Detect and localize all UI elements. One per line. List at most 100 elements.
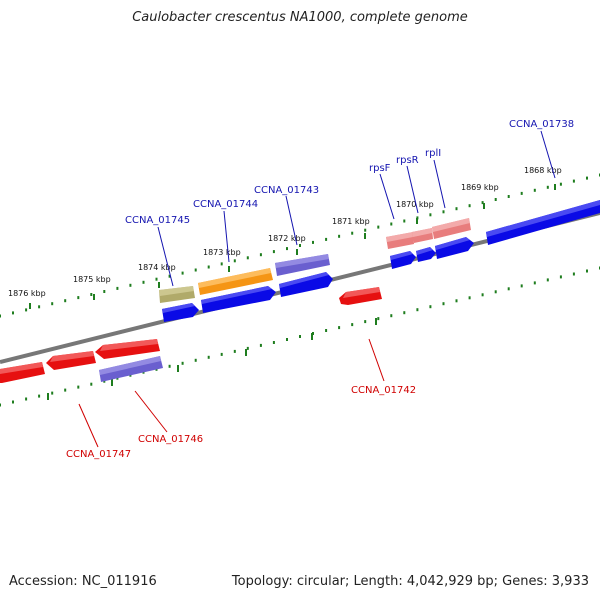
- gene-label-ccna-01742[interactable]: CCNA_01742: [351, 385, 416, 396]
- kbp-tick-minor: [559, 182, 562, 186]
- gene-label-rpsr[interactable]: rpsR: [396, 155, 419, 166]
- kbp-tick-minor: [468, 204, 471, 208]
- kbp-label: 1873 kbp: [203, 248, 241, 257]
- kbp-tick-minor: [259, 343, 262, 347]
- kbp-tick-minor: [194, 358, 197, 362]
- kbp-tick-minor: [207, 265, 210, 269]
- kbp-tick-minor: [325, 329, 328, 332]
- kbp-tick-minor: [507, 287, 510, 291]
- kbp-tick-minor: [51, 391, 54, 395]
- kbp-tick-minor: [181, 361, 184, 365]
- leader-rpsf: [379, 173, 395, 220]
- kbp-tick-minor: [572, 179, 575, 183]
- leader-rpsr: [406, 165, 419, 214]
- kbp-tick-minor: [246, 346, 249, 350]
- kbp-tick-minor: [77, 385, 80, 389]
- kbp-tick-minor: [377, 317, 380, 321]
- kbp-tick-minor: [129, 283, 132, 287]
- kbp-tick-minor: [559, 275, 562, 279]
- kbp-label: 1876 kbp: [8, 289, 46, 298]
- kbp-tick-minor: [38, 305, 41, 309]
- kbp-tick-minor: [272, 250, 275, 254]
- bottom-strand-genes: [0, 287, 382, 383]
- kbp-tick-minor: [220, 262, 223, 266]
- gene-label-rpsf[interactable]: rpsF: [369, 163, 391, 174]
- kbp-tick-minor: [0, 314, 1, 318]
- bottom-leader-lines: [78, 338, 385, 448]
- kbp-tick-minor: [533, 281, 536, 285]
- kbp-tick-minor: [429, 305, 432, 309]
- kbp-tick-minor: [494, 198, 497, 201]
- kbp-label: 1871 kbp: [332, 217, 370, 226]
- accession-text: Accession: NC_011916: [9, 574, 157, 589]
- kbp-tick-minor: [12, 400, 14, 404]
- gene-label-ccna-01738[interactable]: CCNA_01738: [509, 119, 574, 130]
- kbp-tick-minor: [116, 286, 119, 290]
- kbp-tick-minor: [12, 311, 14, 315]
- kbp-tick-minor: [77, 296, 80, 300]
- leader-ccna-01743: [285, 195, 298, 246]
- kbp-tick-minor: [25, 308, 28, 312]
- kbp-tick-minor: [286, 338, 288, 341]
- outer-kbp-track: [0, 173, 600, 318]
- gene-label-ccna-01746[interactable]: CCNA_01746: [138, 434, 203, 445]
- kbp-tick-minor: [259, 253, 262, 257]
- kbp-tick-minor: [442, 302, 445, 306]
- kbp-tick-minor: [455, 299, 458, 303]
- kbp-tick-minor: [90, 382, 93, 386]
- kbp-tick-minor: [520, 284, 523, 288]
- kbp-tick-minor: [507, 195, 510, 198]
- kbp-tick-minor: [168, 274, 171, 278]
- gene-label-rpli[interactable]: rplI: [425, 148, 441, 159]
- gene-label-ccna-01744[interactable]: CCNA_01744: [193, 199, 258, 210]
- kbp-tick-minor: [351, 231, 354, 235]
- top-leader-lines: [157, 130, 556, 287]
- kbp-tick-minor: [181, 271, 184, 275]
- kbp-tick-minor: [468, 296, 471, 300]
- gene-arrow-ccna-01743[interactable]: [279, 272, 333, 297]
- kbp-tick-minor: [64, 388, 67, 392]
- kbp-tick-minor: [246, 256, 249, 260]
- kbp-tick-minor: [338, 234, 341, 238]
- gene-label-ccna-01747[interactable]: CCNA_01747: [66, 449, 131, 460]
- kbp-tick-minor: [207, 355, 210, 359]
- kbp-tick-minor: [168, 364, 171, 368]
- kbp-tick-minor: [90, 293, 93, 296]
- kbp-tick-minor: [377, 225, 380, 229]
- gene-label-ccna-01745[interactable]: CCNA_01745: [125, 215, 190, 226]
- leader-rpli: [433, 159, 446, 209]
- kbp-tick-minor: [233, 349, 236, 353]
- kbp-tick-minor: [286, 247, 288, 251]
- kbp-tick-minor: [155, 277, 158, 281]
- gene-arrow-rpli[interactable]: [435, 237, 474, 259]
- kbp-tick-minor: [25, 397, 28, 401]
- kbp-tick-minor: [586, 269, 588, 273]
- gene-arrow-ccna-01744[interactable]: [201, 286, 276, 313]
- kbp-tick-minor: [494, 290, 497, 294]
- leader-ccna-01746: [134, 390, 168, 433]
- kbp-label: 1870 kbp: [396, 200, 434, 209]
- kbp-tick-minor: [299, 244, 301, 247]
- leader-ccna-01747: [78, 403, 99, 448]
- kbp-tick-minor: [0, 403, 1, 407]
- kbp-tick-minor: [403, 311, 406, 315]
- kbp-tick-minor: [272, 341, 275, 344]
- kbp-tick-minor: [38, 394, 41, 398]
- leader-ccna-01745: [157, 226, 174, 287]
- top-strand-genes: [162, 200, 600, 322]
- kbp-tick-minor: [51, 302, 54, 306]
- kbp-tick-minor: [103, 290, 106, 293]
- kbp-tick-minor: [533, 188, 536, 192]
- gene-label-ccna-01743[interactable]: CCNA_01743: [254, 185, 319, 196]
- kbp-tick-minor: [546, 278, 549, 282]
- leader-ccna-01744: [223, 210, 230, 263]
- kbp-label: 1869 kbp: [461, 183, 499, 192]
- genome-summary-text: Topology: circular; Length: 4,042,929 bp…: [231, 574, 589, 589]
- kbp-tick-minor: [299, 335, 301, 338]
- kbp-tick-minor: [455, 207, 458, 211]
- kbp-tick-minor: [390, 222, 393, 226]
- kbp-tick-minor: [429, 213, 432, 217]
- kbp-tick-minor: [364, 228, 367, 232]
- kbp-tick-minor: [572, 272, 575, 276]
